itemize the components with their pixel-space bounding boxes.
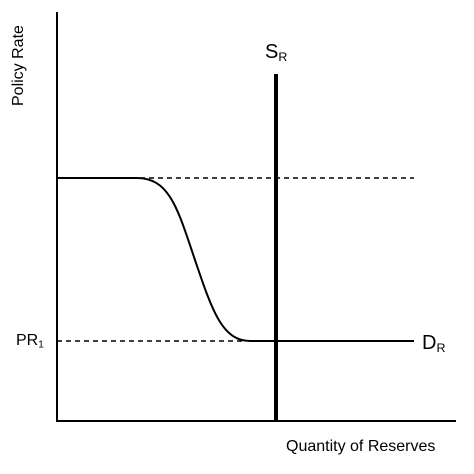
policy-rate-subscript: 1 <box>38 339 44 351</box>
supply-curve-label: SR <box>265 41 288 65</box>
supply-curve-subscript: R <box>278 50 288 65</box>
supply-curve-symbol: S <box>265 41 279 63</box>
demand-curve <box>57 177 414 342</box>
y-axis-label: Policy Rate <box>10 25 27 106</box>
demand-curve-label: DR <box>422 332 446 356</box>
demand-curve-symbol: D <box>422 332 437 354</box>
x-axis-label: Quantity of Reserves <box>286 438 436 455</box>
policy-rate-symbol: PR <box>16 332 39 349</box>
policy-rate-marker-label: PR1 <box>16 332 44 351</box>
demand-curve-subscript: R <box>436 341 446 356</box>
